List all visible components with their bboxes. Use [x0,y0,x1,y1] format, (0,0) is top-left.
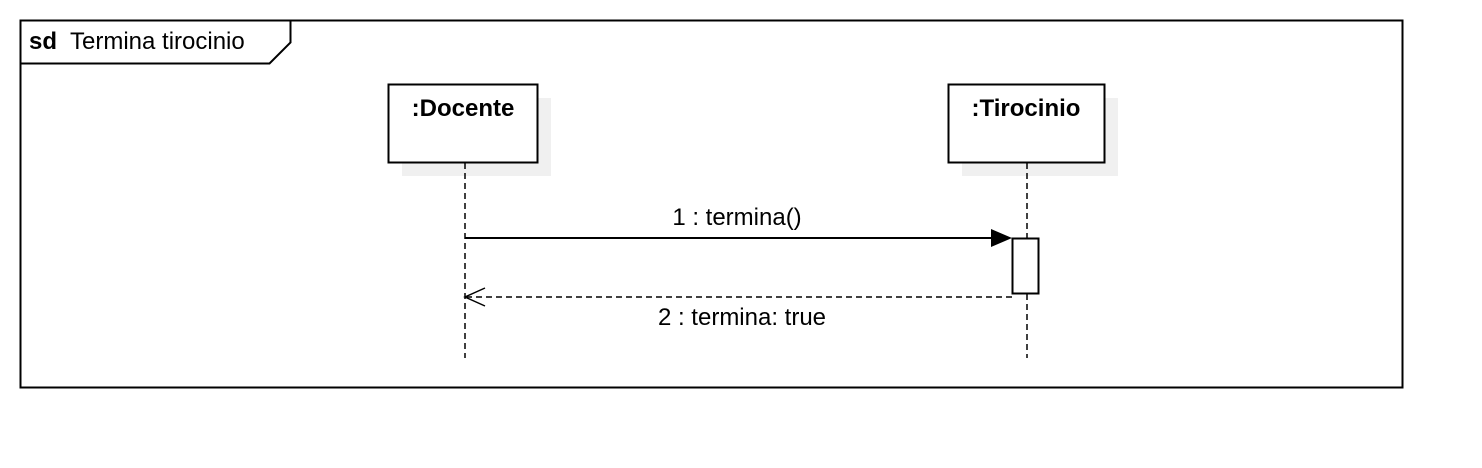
message-call-arrowhead [991,229,1012,247]
frame-title: Termina tirocinio [70,28,245,55]
lifeline-docente-label: :Docente [412,95,515,122]
message-call: 1 : termina() [465,204,1012,247]
activation-bar [1011,237,1040,295]
message-call-label: 1 : termina() [672,204,801,231]
lifeline-docente-head[interactable] [387,83,539,164]
lifeline-tirocinio-head[interactable] [947,83,1106,164]
lifeline-docente: :Docente [387,83,551,358]
message-return: 2 : termina: true [463,287,1012,331]
lifeline-tirocinio-label: :Tirocinio [972,95,1081,122]
lifeline-tirocinio: :Tirocinio [947,83,1118,358]
frame-name-tab [20,20,292,65]
diagram-frame [19,19,1404,389]
message-return-label: 2 : termina: true [658,304,826,331]
frame-keyword: sd [29,28,57,55]
message-return-arrowhead [463,287,486,307]
